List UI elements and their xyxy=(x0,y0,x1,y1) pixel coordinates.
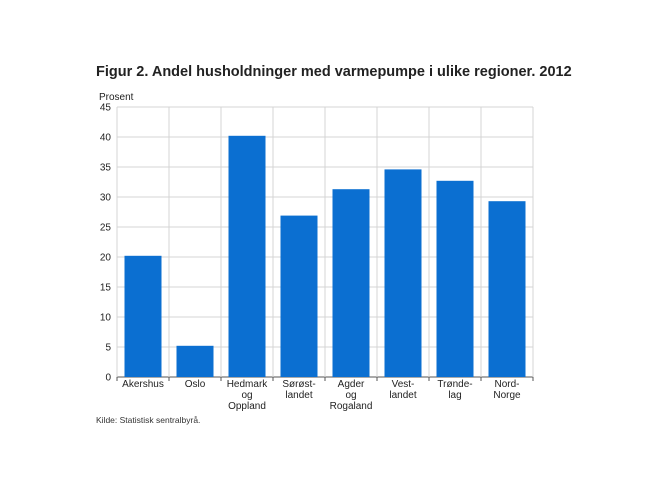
bar xyxy=(228,135,266,377)
y-tick-label: 15 xyxy=(100,283,112,294)
x-tick-label: Oslo xyxy=(185,379,206,390)
y-tick-label: 25 xyxy=(100,223,112,234)
bar xyxy=(332,189,370,377)
chart-title: Figur 2. Andel husholdninger med varmepu… xyxy=(96,64,572,80)
x-tick-label: Nord-Norge xyxy=(493,379,521,401)
y-tick-label: 45 xyxy=(100,103,112,114)
x-tick-label: Akershus xyxy=(122,379,164,390)
bar xyxy=(384,169,422,377)
bar xyxy=(488,201,526,377)
x-tick-label: Sørøst-landet xyxy=(282,379,315,401)
bar xyxy=(124,255,162,377)
x-tick-label: Agder og Rogaland xyxy=(330,379,373,412)
y-tick-label: 30 xyxy=(100,193,112,204)
x-tick-label: Trønde-lag xyxy=(437,379,472,401)
y-tick-label: 20 xyxy=(100,253,112,264)
source-note: Kilde: Statistisk sentralbyrå. xyxy=(96,415,201,425)
y-tick-label: 40 xyxy=(100,133,112,144)
y-tick-label: 10 xyxy=(100,313,112,324)
y-axis-label: Prosent xyxy=(99,92,134,103)
y-tick-label: 0 xyxy=(105,373,111,384)
x-tick-label: Hedmark og Oppland xyxy=(227,379,269,412)
y-tick-label: 35 xyxy=(100,163,112,174)
x-tick-label: Vest-landet xyxy=(389,379,416,401)
bar xyxy=(280,215,318,377)
y-tick-label: 5 xyxy=(105,343,111,354)
bar xyxy=(176,345,214,377)
bar xyxy=(436,180,474,377)
